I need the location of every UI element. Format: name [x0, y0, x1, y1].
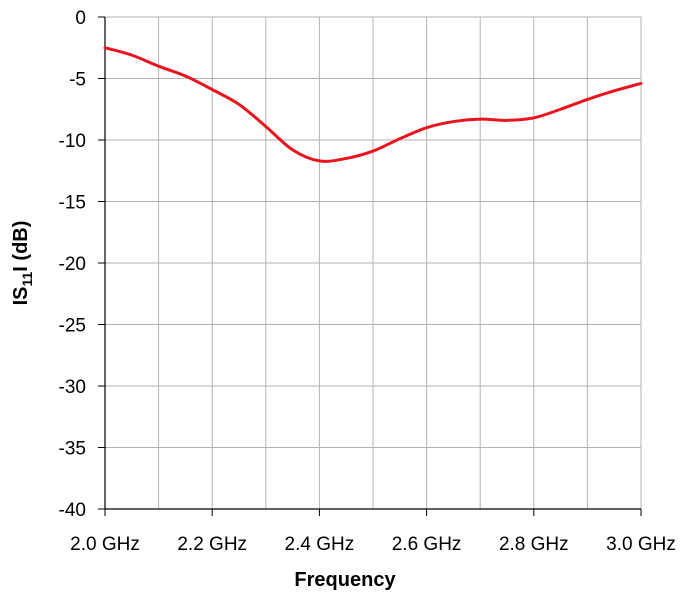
axes — [98, 16, 642, 516]
y-tick-label: -35 — [59, 439, 86, 460]
x-tick-label: 2.0 GHz — [70, 534, 140, 555]
y-tick-label: -20 — [59, 254, 86, 275]
y-tick-label: 0 — [75, 8, 86, 29]
y-axis-title-prefix: IS — [10, 287, 32, 306]
x-tick-label: 2.6 GHz — [392, 534, 462, 555]
x-tick-label: 2.4 GHz — [285, 534, 355, 555]
grid-lines — [105, 16, 642, 509]
x-tick-label: 2.2 GHz — [177, 534, 247, 555]
y-axis-title-suffix: I (dB) — [10, 221, 32, 272]
y-tick-label: -25 — [59, 316, 86, 337]
y-tick-label: -30 — [59, 377, 86, 398]
y-tick-label: -5 — [69, 70, 86, 91]
y-tick-label: -40 — [59, 500, 86, 521]
y-tick-label: -15 — [59, 193, 86, 214]
x-tick-label: 2.8 GHz — [499, 534, 569, 555]
y-axis-title: IS11I (dB) — [10, 221, 35, 306]
y-tick-labels: 0 -5 -10 -15 -20 -25 -30 -35 -40 — [59, 8, 86, 521]
x-tick-label: 3.0 GHz — [606, 534, 676, 555]
s11-series-line — [103, 46, 643, 163]
y-axis-title-subscript: 11 — [19, 271, 35, 286]
x-tick-labels: 2.0 GHz 2.2 GHz 2.4 GHz 2.6 GHz 2.8 GHz 3.0 G… — [70, 534, 676, 555]
y-tick-label: -10 — [59, 131, 86, 152]
x-axis-title: Frequency — [294, 569, 396, 591]
series-layer — [103, 46, 643, 163]
